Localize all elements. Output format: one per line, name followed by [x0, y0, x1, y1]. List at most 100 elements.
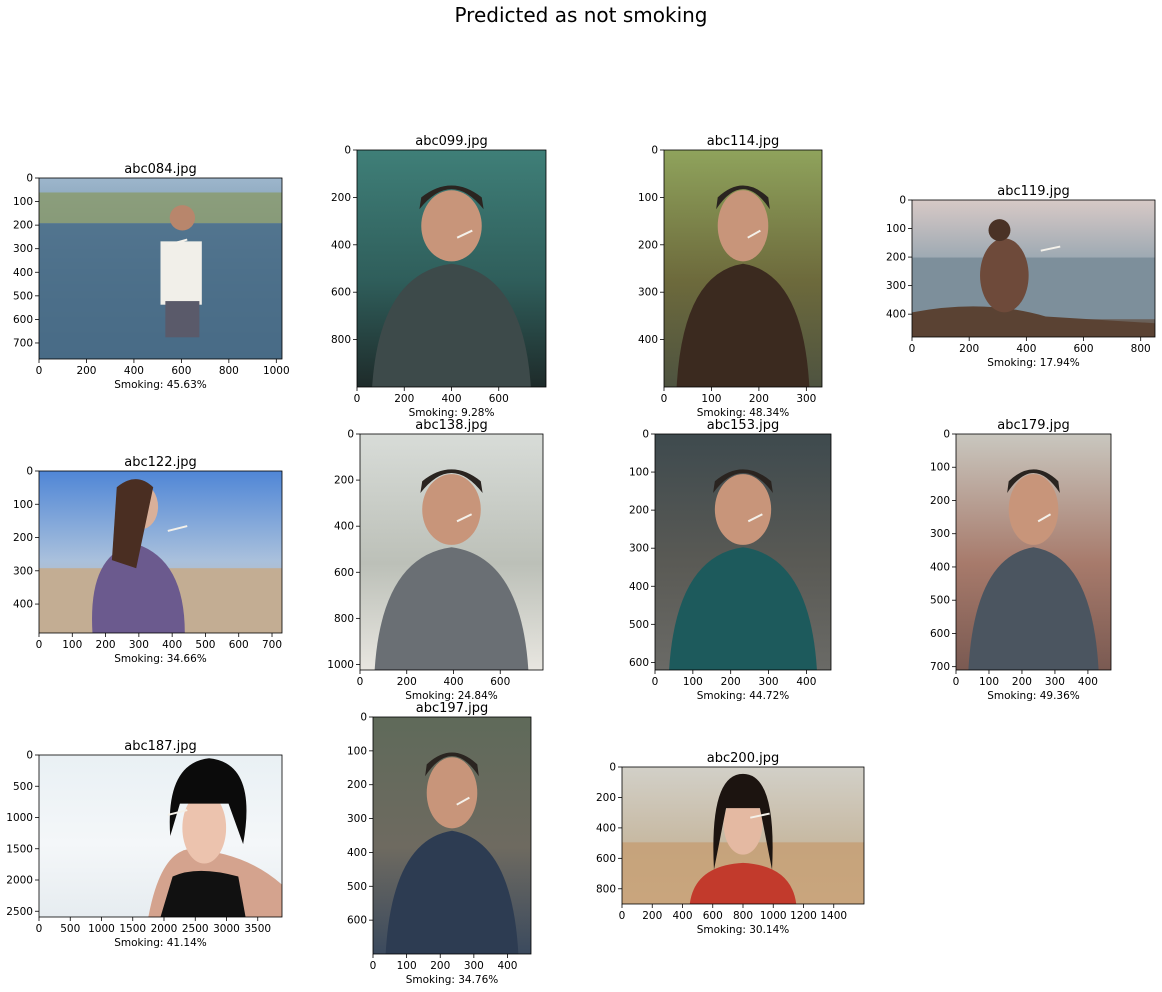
y-tick-label: 0 — [642, 429, 649, 441]
y-tick-label: 0 — [347, 429, 354, 441]
x-tick-label: 0 — [36, 639, 43, 651]
x-tick-label: 200 — [76, 365, 96, 377]
smoking-probability-label: Smoking: 34.76% — [406, 974, 499, 986]
y-tick-label: 400 — [930, 561, 950, 573]
x-tick-label: 1000 — [760, 910, 787, 922]
x-tick-label: 2500 — [182, 923, 209, 935]
image-panel: 0 100 200 300 400 0 100 200 300 400 500 600 abc197.j… — [347, 701, 532, 986]
x-tick-label: 200 — [721, 676, 741, 688]
panel-title: abc119.jpg — [997, 184, 1069, 199]
person-body — [385, 830, 519, 954]
smoking-probability-label: Smoking: 17.94% — [987, 357, 1080, 369]
x-tick-label: 400 — [796, 676, 816, 688]
y-tick-label: 0 — [943, 429, 950, 441]
y-tick-label: 100 — [13, 196, 33, 208]
image-panel: 0 100 200 300 400 500 600 700 0 100 200 300 400 abc12… — [13, 455, 283, 665]
x-tick-label: 400 — [441, 393, 461, 405]
cigarette-mark — [456, 229, 473, 239]
cigarette-mark — [747, 229, 761, 239]
photo — [357, 150, 546, 387]
x-tick-label: 400 — [1016, 343, 1036, 355]
panel-title: abc138.jpg — [415, 418, 487, 433]
y-tick-label: 400 — [13, 599, 33, 611]
person-hair — [713, 773, 773, 870]
x-tick-label: 0 — [652, 676, 659, 688]
y-tick-label: 400 — [629, 581, 649, 593]
cigarette-mark — [167, 525, 188, 532]
y-tick-label: 200 — [13, 220, 33, 232]
person-hair — [419, 185, 484, 210]
panel-title: abc153.jpg — [707, 418, 779, 433]
x-tick-label: 800 — [733, 910, 753, 922]
smoking-probability-label: Smoking: 45.63% — [114, 379, 207, 391]
y-tick-label: 1000 — [6, 812, 33, 824]
photo — [912, 200, 1155, 337]
image-panel: 0 200 400 600 800 0 100 200 300 400 abc119.jpg Smok… — [886, 184, 1156, 369]
photo — [39, 178, 282, 359]
x-tick-label: 400 — [1078, 676, 1098, 688]
person-hair — [425, 752, 479, 777]
y-tick-label: 800 — [596, 883, 616, 895]
figure-title: Predicted as not smoking — [454, 3, 707, 27]
x-tick-label: 100 — [62, 639, 82, 651]
x-tick-label: 200 — [430, 960, 450, 972]
y-tick-label: 100 — [638, 192, 658, 204]
y-tick-label: 0 — [651, 145, 658, 157]
x-tick-label: 300 — [759, 676, 779, 688]
y-tick-label: 500 — [13, 290, 33, 302]
y-tick-label: 400 — [596, 822, 616, 834]
person-head — [988, 219, 1011, 242]
x-tick-label: 100 — [397, 960, 417, 972]
photo — [360, 434, 543, 670]
x-tick-label: 0 — [953, 676, 960, 688]
x-tick-label: 200 — [1012, 676, 1032, 688]
x-tick-label: 500 — [60, 923, 80, 935]
y-tick-label: 200 — [347, 779, 367, 791]
person-face — [426, 757, 478, 829]
y-tick-label: 1000 — [327, 659, 354, 671]
y-tick-label: 500 — [629, 619, 649, 631]
person-hair — [713, 469, 773, 493]
x-tick-label: 100 — [701, 393, 721, 405]
y-tick-label: 100 — [629, 467, 649, 479]
y-tick-label: 300 — [930, 528, 950, 540]
y-tick-label: 300 — [886, 280, 906, 292]
panel-title: abc122.jpg — [124, 455, 196, 470]
axes-frame — [955, 433, 1112, 671]
person-shorts — [165, 301, 200, 338]
x-tick-label: 300 — [129, 639, 149, 651]
person-body — [374, 547, 529, 670]
y-tick-label: 100 — [886, 223, 906, 235]
person-face — [1008, 474, 1059, 545]
x-tick-label: 400 — [124, 365, 144, 377]
x-tick-label: 400 — [672, 910, 692, 922]
panel-title: abc099.jpg — [415, 134, 487, 149]
x-tick-label: 800 — [219, 365, 239, 377]
cigarette-mark — [456, 513, 473, 523]
x-tick-label: 200 — [394, 393, 414, 405]
x-tick-label: 200 — [397, 676, 417, 688]
x-tick-label: 600 — [171, 365, 191, 377]
x-tick-label: 300 — [1045, 676, 1065, 688]
smoking-probability-label: Smoking: 24.84% — [405, 690, 498, 702]
image-panel: 0 200 400 600 800 1000 0 100 200 300 400 500 600 700 a… — [13, 162, 290, 391]
hills-shape — [39, 192, 282, 224]
person-face — [714, 474, 772, 545]
y-tick-label: 2500 — [6, 906, 33, 918]
photo — [373, 717, 531, 954]
y-tick-label: 500 — [347, 881, 367, 893]
cigarette-mark — [747, 513, 763, 523]
person-hair — [111, 479, 154, 569]
person-face — [422, 474, 481, 545]
person-body — [372, 263, 531, 387]
axes-frame — [38, 177, 283, 360]
x-tick-label: 3000 — [213, 923, 240, 935]
cigarette-mark — [167, 809, 188, 816]
person-hair — [169, 758, 247, 845]
photo — [655, 434, 831, 670]
x-tick-label: 400 — [443, 676, 463, 688]
person-face — [182, 792, 227, 864]
x-tick-label: 600 — [489, 393, 509, 405]
image-panel: 0 200 400 600 0 200 400 600 800 1000 abc138.jpg Smo… — [327, 418, 544, 702]
